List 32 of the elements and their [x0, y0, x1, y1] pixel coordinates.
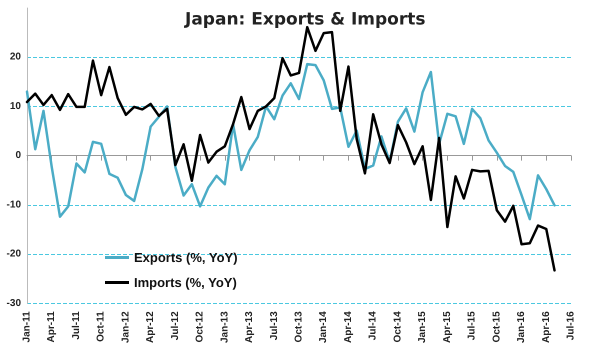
- x-tick-label: Apr-13: [244, 310, 256, 344]
- y-tick-label: 10: [10, 100, 22, 112]
- y-tick-label: -30: [6, 298, 22, 309]
- x-tick-label: Jul-15: [466, 310, 478, 340]
- chart-title: Japan: Exports & Imports: [184, 10, 426, 30]
- x-tick-label: Oct-12: [194, 310, 206, 342]
- x-tick-label: Jan-13: [219, 310, 230, 344]
- x-tick-label: Apr-12: [145, 310, 156, 344]
- x-tick-label: Jul-16: [566, 310, 576, 340]
- x-tick-label: Jan-14: [318, 310, 330, 344]
- x-tick-label: Jan-15: [417, 310, 428, 344]
- x-tick-label: Apr-14: [342, 310, 354, 344]
- x-tick-label: Apr-16: [540, 310, 552, 344]
- x-tick-label: Jan-11: [22, 310, 32, 342]
- line-series: [26, 62, 556, 220]
- x-tick-label: Jan-12: [120, 310, 132, 344]
- y-tick-label: 0: [15, 150, 22, 162]
- legend-label: Imports (%, YoY): [134, 275, 237, 290]
- x-tick-label: Oct-14: [392, 310, 404, 342]
- y-tick-label: -10: [6, 199, 22, 210]
- x-tick-label: Apr-15: [442, 310, 453, 344]
- x-tick-label: Jan-16: [516, 310, 528, 344]
- x-tick-label: Oct-15: [491, 310, 502, 342]
- y-tick-label: -20: [6, 248, 22, 260]
- x-tick-label: Jul-12: [170, 310, 181, 340]
- x-tick-label: Oct-11: [96, 310, 107, 342]
- y-tick-label: 20: [10, 52, 22, 63]
- x-tick-label: Apr-11: [46, 310, 58, 342]
- x-tick-label: Oct-13: [294, 310, 304, 342]
- x-tick-label: Jul-13: [268, 310, 280, 340]
- x-tick-label: Jul-11: [70, 310, 82, 340]
- x-tick-label: Jul-14: [368, 310, 379, 340]
